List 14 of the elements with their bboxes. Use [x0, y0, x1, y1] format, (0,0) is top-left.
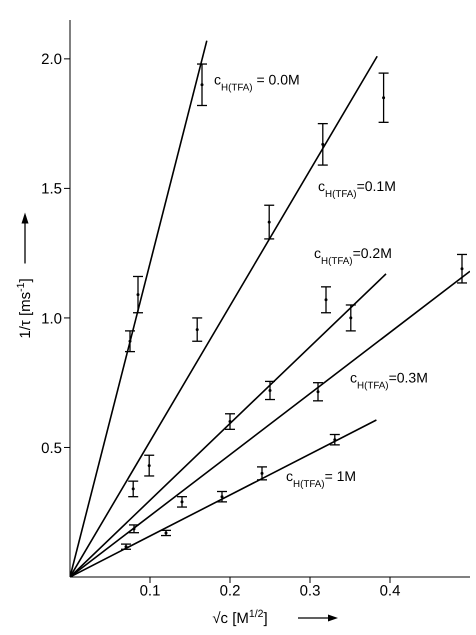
x-tick-label: 0.3 — [300, 582, 320, 600]
x-tick-label: 0.2 — [220, 582, 240, 600]
x-tick-label: 0.1 — [140, 582, 160, 600]
annotation: c$_{H(TFA)}$=0.2M — [314, 245, 392, 267]
y-tick-label: 1.5 — [41, 180, 62, 198]
y-tick-label: 0.5 — [41, 440, 62, 457]
y-tick-label: 2.0 — [41, 51, 62, 68]
annotation: c$_{H(TFA)}$ = 0.0M — [214, 72, 300, 94]
annotation: c$_{H(TFA)}$= 1M — [286, 468, 356, 490]
x-axis-title: √c [M$^{1/2}$] — [212, 608, 268, 627]
x-tick-label: 0.4 — [380, 582, 400, 600]
annotation: c$_{H(TFA)}$=0.3M — [350, 370, 428, 392]
y-tick-label: 1.0 — [41, 310, 62, 328]
annotation: c$_{H(TFA)}$=0.1M — [318, 178, 396, 200]
